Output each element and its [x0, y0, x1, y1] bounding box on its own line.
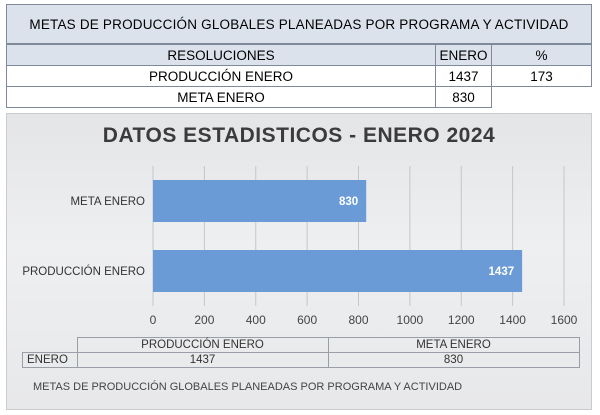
- data-table-corner: [23, 338, 78, 353]
- category-label: META ENERO: [70, 196, 145, 208]
- summary-row: META ENERO 830: [6, 86, 592, 108]
- x-tick-label: 1600: [551, 313, 578, 327]
- x-tick-label: 1200: [448, 313, 475, 327]
- header-percent: %: [491, 44, 592, 66]
- row-percent-value: [492, 87, 592, 108]
- data-table-value-produccion: 1437: [76, 352, 329, 368]
- x-tick-label: 400: [246, 313, 266, 327]
- chart-data-table: PRODUCCIÓN ENERO META ENERO ENERO 1437 8…: [22, 337, 580, 368]
- bar: [153, 250, 523, 292]
- data-table-col-meta: META ENERO: [327, 337, 580, 353]
- row-percent-value: 173: [491, 65, 592, 87]
- row-enero-value: 1437: [435, 65, 492, 87]
- x-tick-label: 1400: [499, 313, 526, 327]
- x-tick-label: 800: [348, 313, 368, 327]
- bar: [153, 180, 367, 222]
- header-resoluciones: RESOLUCIONES: [6, 44, 436, 66]
- bar-data-label: 1437: [489, 266, 515, 278]
- chart-panel: DATOS ESTADISTICOS - ENERO 2024 0 200 400 6…: [6, 113, 592, 410]
- header-enero: ENERO: [435, 44, 492, 66]
- data-table-header-row: PRODUCCIÓN ENERO META ENERO: [23, 337, 580, 353]
- summary-header-row: RESOLUCIONES ENERO %: [6, 44, 592, 66]
- chart-title: DATOS ESTADISTICOS - ENERO 2024: [102, 124, 496, 147]
- row-label: META ENERO: [6, 86, 436, 108]
- bar-data-label: 830: [339, 196, 358, 208]
- bar-chart: 0 200 400 600 800 1000 1200 1400 1600 META ENERO 8…: [22, 166, 578, 327]
- row-enero-value: 830: [435, 86, 492, 108]
- row-label: PRODUCCIÓN ENERO: [6, 65, 436, 87]
- x-tick-label: 200: [194, 313, 214, 327]
- x-tick-label: 600: [297, 313, 317, 327]
- x-tick-label: 1000: [397, 313, 424, 327]
- chart-footer: METAS DE PRODUCCIÓN GLOBALES PLANEADAS P…: [33, 381, 463, 393]
- data-table-row-label: ENERO: [22, 352, 78, 368]
- category-label: PRODUCCIÓN ENERO: [22, 265, 145, 278]
- data-table-row: ENERO 1437 830: [22, 352, 580, 368]
- summary-row: PRODUCCIÓN ENERO 1437 173: [6, 65, 592, 87]
- data-table-col-produccion: PRODUCCIÓN ENERO: [76, 337, 329, 353]
- summary-table: RESOLUCIONES ENERO % PRODUCCIÓN ENERO 14…: [6, 44, 592, 108]
- summary-title: METAS DE PRODUCCIÓN GLOBALES PLANEADAS P…: [6, 4, 592, 44]
- x-tick-label: 0: [150, 313, 157, 327]
- data-table-value-meta: 830: [327, 352, 580, 368]
